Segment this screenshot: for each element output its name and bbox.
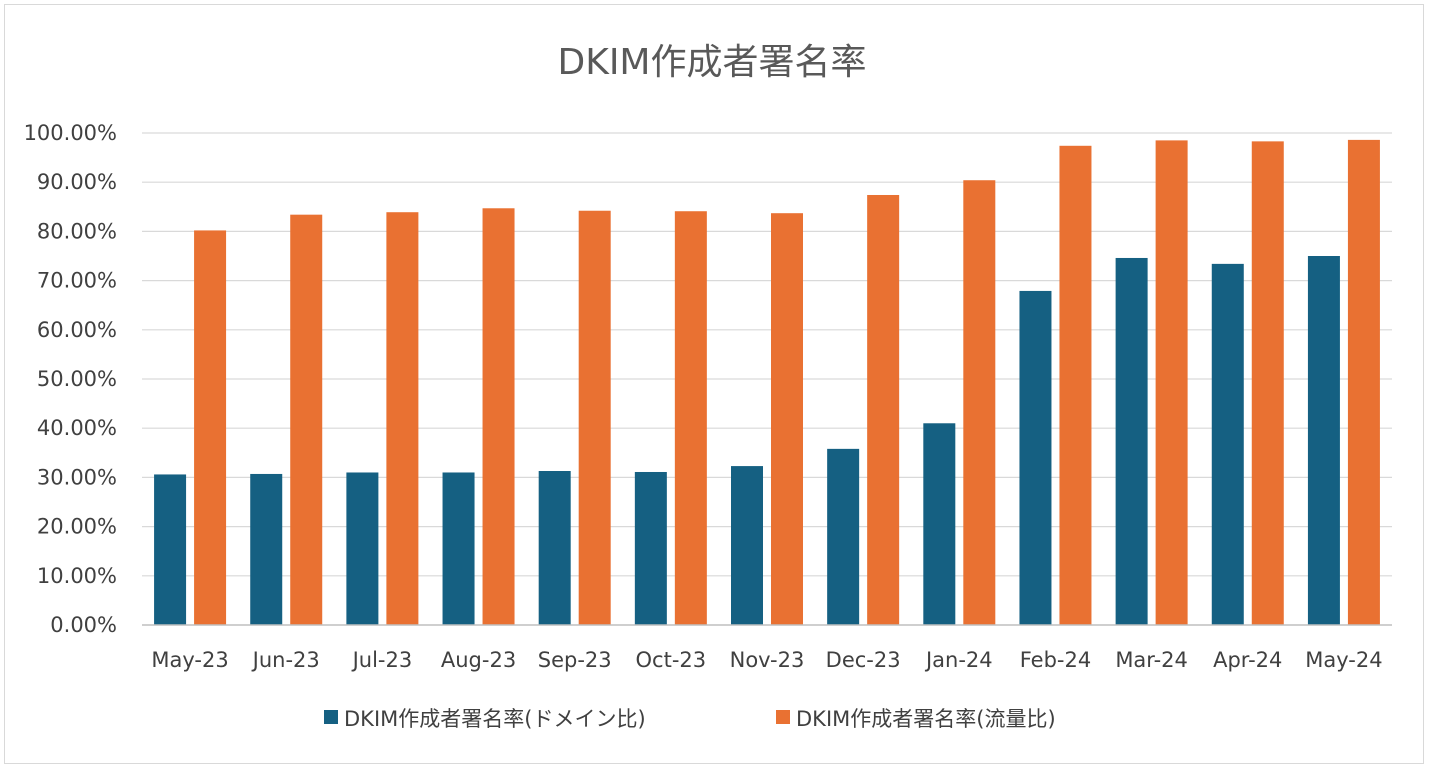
legend-swatch-traffic: [776, 710, 790, 724]
y-tick-label: 60.00%: [37, 318, 117, 342]
x-axis: May-23 Jun-23 Jul-23 Aug-23 Sep-23 Oct-23 Nov-…: [142, 624, 1392, 672]
legend-label-domain: DKIM作成者署名率(ドメイン比): [344, 707, 646, 731]
x-tick-label: May-23: [151, 648, 228, 672]
bar-traffic: [482, 208, 515, 625]
chart-title: DKIM作成者署名率: [557, 42, 866, 83]
y-axis: 0.00% 10.00% 20.00% 30.00% 40.00% 50.00% 60.00…: [24, 121, 117, 637]
bar-domain: [731, 466, 763, 625]
bar-traffic: [578, 210, 611, 625]
bar-domain: [1115, 257, 1148, 625]
bar-traffic: [194, 230, 227, 625]
bar-domain: [1211, 263, 1244, 625]
bar-domain: [1019, 290, 1052, 625]
legend-label-traffic: DKIM作成者署名率(流量比): [796, 707, 1056, 731]
y-tick-label: 100.00%: [24, 121, 117, 145]
x-tick-label: Apr-24: [1213, 648, 1282, 672]
bar-domain: [538, 471, 571, 625]
bar-domain: [827, 448, 860, 625]
x-tick-label: Dec-23: [826, 648, 901, 672]
bar-domain: [634, 471, 667, 625]
x-tick-label: Jul-23: [351, 648, 413, 672]
x-tick-label: May-24: [1305, 648, 1382, 672]
bar-domain: [250, 473, 283, 625]
bars: [154, 139, 1380, 626]
y-tick-label: 30.00%: [37, 465, 117, 489]
bar-traffic: [963, 180, 996, 625]
bar-traffic: [1251, 141, 1284, 625]
bar-traffic: [1155, 140, 1188, 625]
bar-traffic: [1059, 145, 1092, 626]
bar-traffic: [674, 211, 707, 625]
x-tick-label: Jan-24: [924, 648, 993, 672]
y-tick-label: 80.00%: [37, 219, 117, 243]
y-tick-label: 0.00%: [50, 613, 117, 637]
bar-traffic: [771, 213, 803, 626]
gridlines: [142, 132, 1392, 577]
bar-domain: [346, 472, 379, 625]
bar-traffic: [290, 214, 323, 625]
bar-domain: [923, 423, 956, 625]
y-tick-label: 50.00%: [37, 367, 117, 391]
x-tick-label: Feb-24: [1020, 648, 1091, 672]
x-tick-label: Mar-24: [1115, 648, 1188, 672]
bar-traffic: [867, 194, 900, 625]
x-tick-label: Sep-23: [538, 648, 612, 672]
y-tick-label: 20.00%: [37, 515, 117, 539]
bar-domain: [1307, 256, 1340, 625]
x-tick-label: Oct-23: [636, 648, 707, 672]
legend-swatch-domain: [324, 710, 338, 724]
x-tick-label: Nov-23: [730, 648, 805, 672]
legend: DKIM作成者署名率(ドメイン比) DKIM作成者署名率(流量比): [324, 707, 1056, 731]
bar-domain: [154, 474, 187, 625]
bar-domain: [442, 472, 475, 625]
y-tick-label: 70.00%: [37, 269, 117, 293]
y-tick-label: 10.00%: [37, 564, 117, 588]
bar-traffic: [386, 212, 419, 625]
x-tick-label: Jun-23: [251, 648, 320, 672]
bar-traffic: [1347, 139, 1380, 625]
y-tick-label: 90.00%: [37, 170, 117, 194]
y-tick-label: 40.00%: [37, 416, 117, 440]
x-tick-label: Aug-23: [441, 648, 516, 672]
